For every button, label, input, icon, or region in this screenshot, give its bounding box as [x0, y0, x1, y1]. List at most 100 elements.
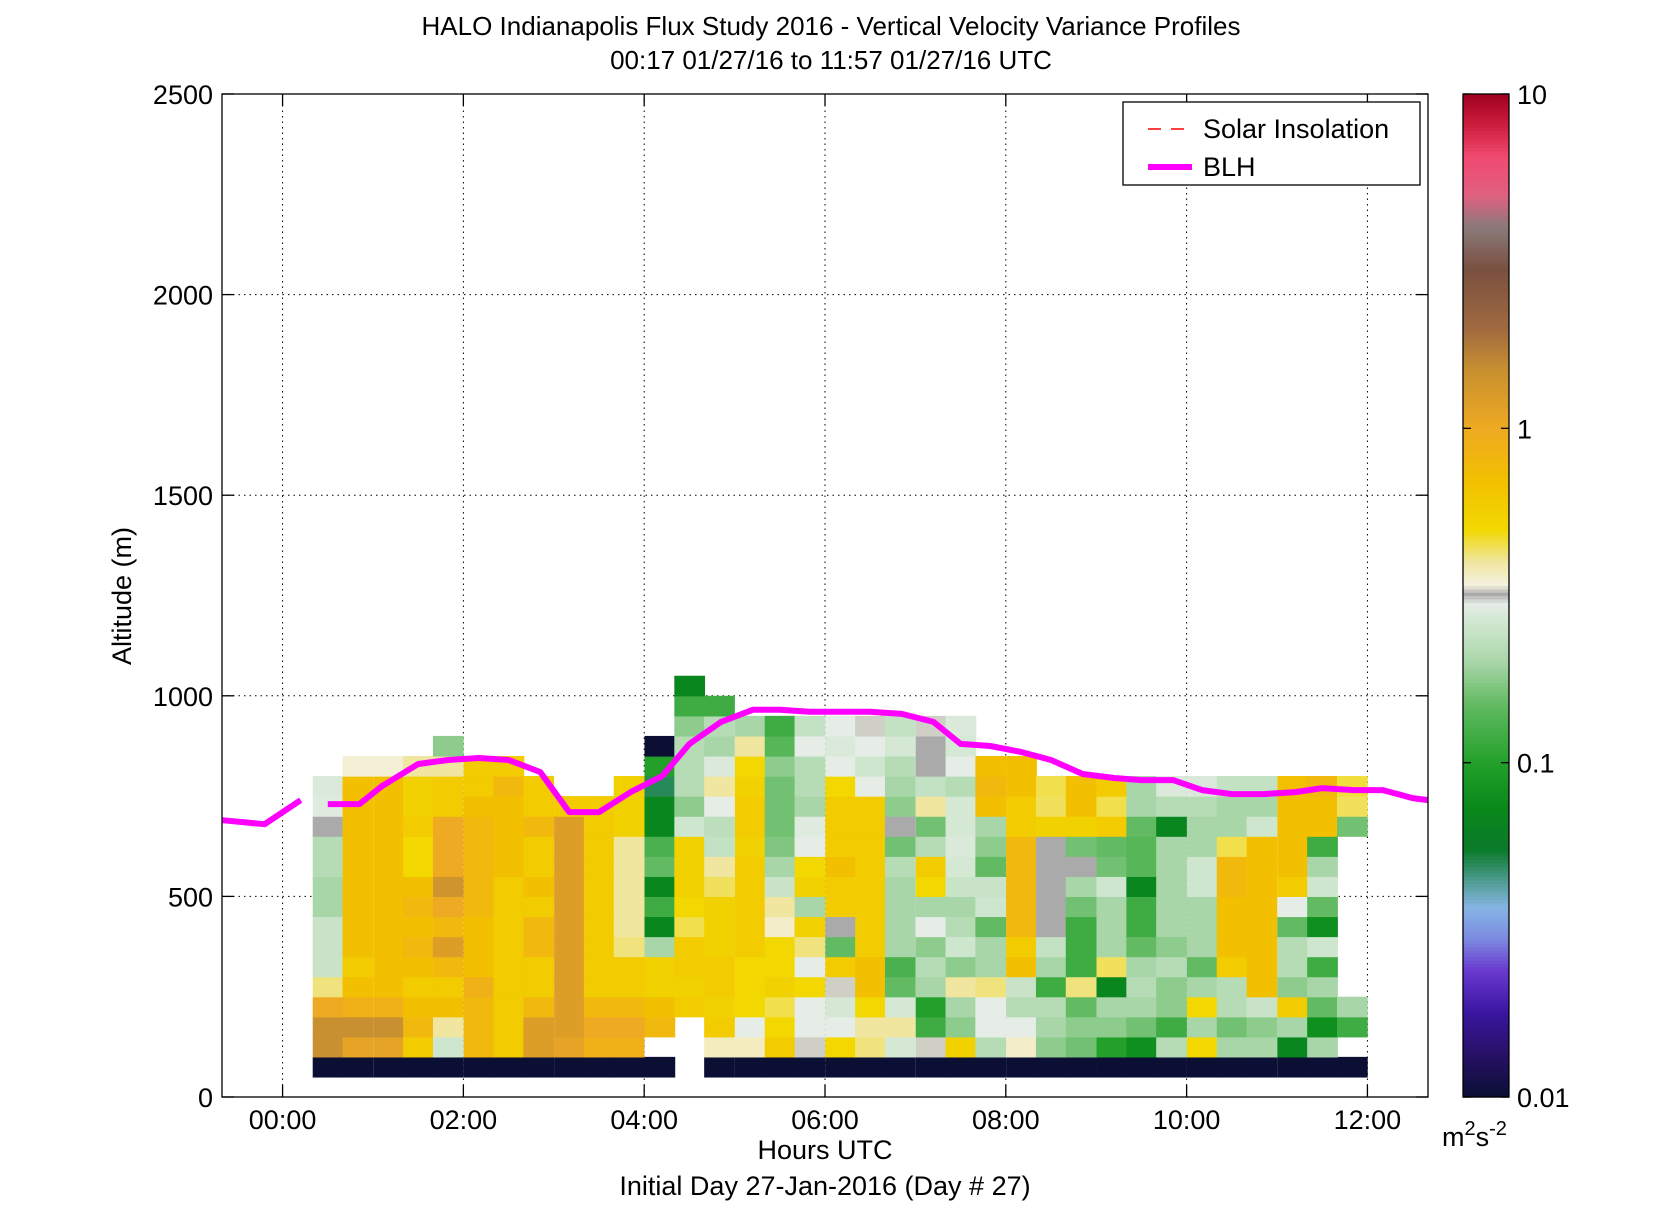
heatmap-cell	[1186, 996, 1218, 1018]
colorbar-band	[1463, 679, 1509, 684]
colorbar-band	[1463, 842, 1509, 847]
heatmap-cell	[975, 856, 1007, 877]
heatmap-cell	[613, 1056, 645, 1078]
colorbar-band	[1463, 411, 1509, 416]
heatmap-cell	[1096, 1036, 1128, 1058]
heatmap-cell	[1186, 796, 1218, 817]
colorbar-band	[1463, 418, 1509, 423]
heatmap-cell	[1216, 896, 1248, 918]
heatmap-cell	[674, 976, 706, 998]
heatmap-cell	[342, 896, 374, 918]
colorbar-band	[1463, 796, 1509, 801]
heatmap-cell	[704, 916, 735, 938]
heatmap-cell	[764, 936, 796, 958]
colorbar-band	[1463, 705, 1509, 710]
colorbar-band	[1463, 244, 1509, 249]
colorbar-band	[1463, 578, 1509, 583]
colorbar-band	[1463, 939, 1509, 944]
heatmap-cell	[1006, 976, 1037, 998]
heatmap-cell	[312, 976, 344, 998]
heatmap-cell	[403, 916, 434, 938]
heatmap-cell	[403, 936, 434, 958]
heatmap-cell	[493, 996, 525, 1018]
colorbar-band	[1463, 1060, 1509, 1065]
colorbar-band	[1463, 809, 1509, 814]
heatmap-cell	[1277, 816, 1309, 837]
colorbar-band	[1463, 284, 1509, 289]
heatmap-cell	[493, 816, 525, 837]
heatmap-cell	[613, 836, 645, 857]
colorbar-band	[1463, 1036, 1509, 1041]
colorbar-band	[1463, 488, 1509, 493]
heatmap-cell	[975, 976, 1007, 998]
chart-title: HALO Indianapolis Flux Study 2016 - Vert…	[422, 11, 1241, 41]
colorbar-ticks: 0.01 0.1 1 10	[1463, 80, 1570, 1113]
colorbar-band	[1463, 749, 1509, 754]
colorbar-band	[1463, 1073, 1509, 1078]
colorbar-band	[1463, 114, 1509, 119]
colorbar-band	[1463, 388, 1509, 393]
heatmap-cell	[613, 896, 645, 918]
colorbar-band	[1463, 491, 1509, 496]
colorbar-band	[1463, 435, 1509, 439]
colorbar-band	[1463, 264, 1509, 269]
heatmap-cell	[523, 976, 555, 998]
heatmap-cell	[945, 876, 977, 897]
heatmap-cell	[1035, 936, 1067, 958]
heatmap-cell	[373, 856, 405, 877]
colorbar-band	[1463, 1006, 1509, 1011]
heatmap-cell	[825, 1036, 857, 1058]
colorbar-band	[1463, 1080, 1509, 1085]
colorbar-band	[1463, 371, 1509, 376]
heatmap-cell	[915, 936, 947, 958]
colorbar-band	[1463, 608, 1509, 613]
heatmap-cell	[794, 735, 826, 757]
heatmap-cell	[1186, 916, 1218, 938]
colorbar-band	[1463, 428, 1509, 433]
heatmap-cell	[884, 876, 916, 897]
colorbar-band	[1463, 879, 1509, 884]
heatmap-cell	[884, 976, 916, 998]
colorbar-band	[1463, 391, 1509, 396]
heatmap-cell	[1307, 796, 1338, 817]
heatmap-cell	[855, 776, 886, 797]
colorbar-band	[1463, 348, 1509, 353]
colorbar-band	[1463, 525, 1509, 530]
colorbar-gradient	[1463, 94, 1509, 1098]
heatmap-cell	[764, 896, 796, 918]
colorbar-band	[1463, 839, 1509, 844]
heatmap-cell	[825, 896, 857, 918]
heatmap-cell	[1277, 796, 1309, 817]
heatmap-cell	[794, 715, 826, 737]
heatmap-cell	[644, 876, 676, 897]
legend-blh-label: BLH	[1203, 152, 1256, 182]
heatmap-cell	[1126, 936, 1158, 958]
heatmap-cell	[1065, 1056, 1097, 1078]
colorbar-band	[1463, 1040, 1509, 1045]
heatmap-cell	[554, 1016, 585, 1038]
colorbar-band	[1463, 451, 1509, 456]
heatmap-cell	[554, 836, 585, 857]
colorbar-band	[1463, 120, 1509, 125]
heatmap-cell	[1307, 1016, 1338, 1038]
colorbar-band	[1463, 127, 1509, 132]
heatmap-cell	[1246, 976, 1278, 998]
heatmap-cell	[794, 755, 826, 777]
heatmap-cell	[1035, 796, 1067, 817]
heatmap-cell	[945, 956, 977, 978]
heatmap-cell	[342, 836, 374, 857]
heatmap-cell	[764, 796, 796, 817]
x-tick-label-4: 08:00	[972, 1105, 1040, 1135]
heatmap-cell	[825, 836, 857, 857]
heatmap-cell	[493, 796, 525, 817]
heatmap-cell	[463, 976, 495, 998]
axis-ticks: 00:00 02:00 04:00 06:00 08:00 10:00 12:00 0 500 1…	[153, 80, 1428, 1135]
heatmap-cell	[825, 996, 857, 1018]
heatmap-cell	[915, 876, 947, 897]
heatmap-cell	[1065, 836, 1097, 857]
y-tick-label-4: 2000	[153, 281, 213, 311]
colorbar-tick-label-0: 0.01	[1517, 1083, 1570, 1113]
heatmap-cell	[1307, 916, 1338, 938]
heatmap-cell	[945, 996, 977, 1018]
